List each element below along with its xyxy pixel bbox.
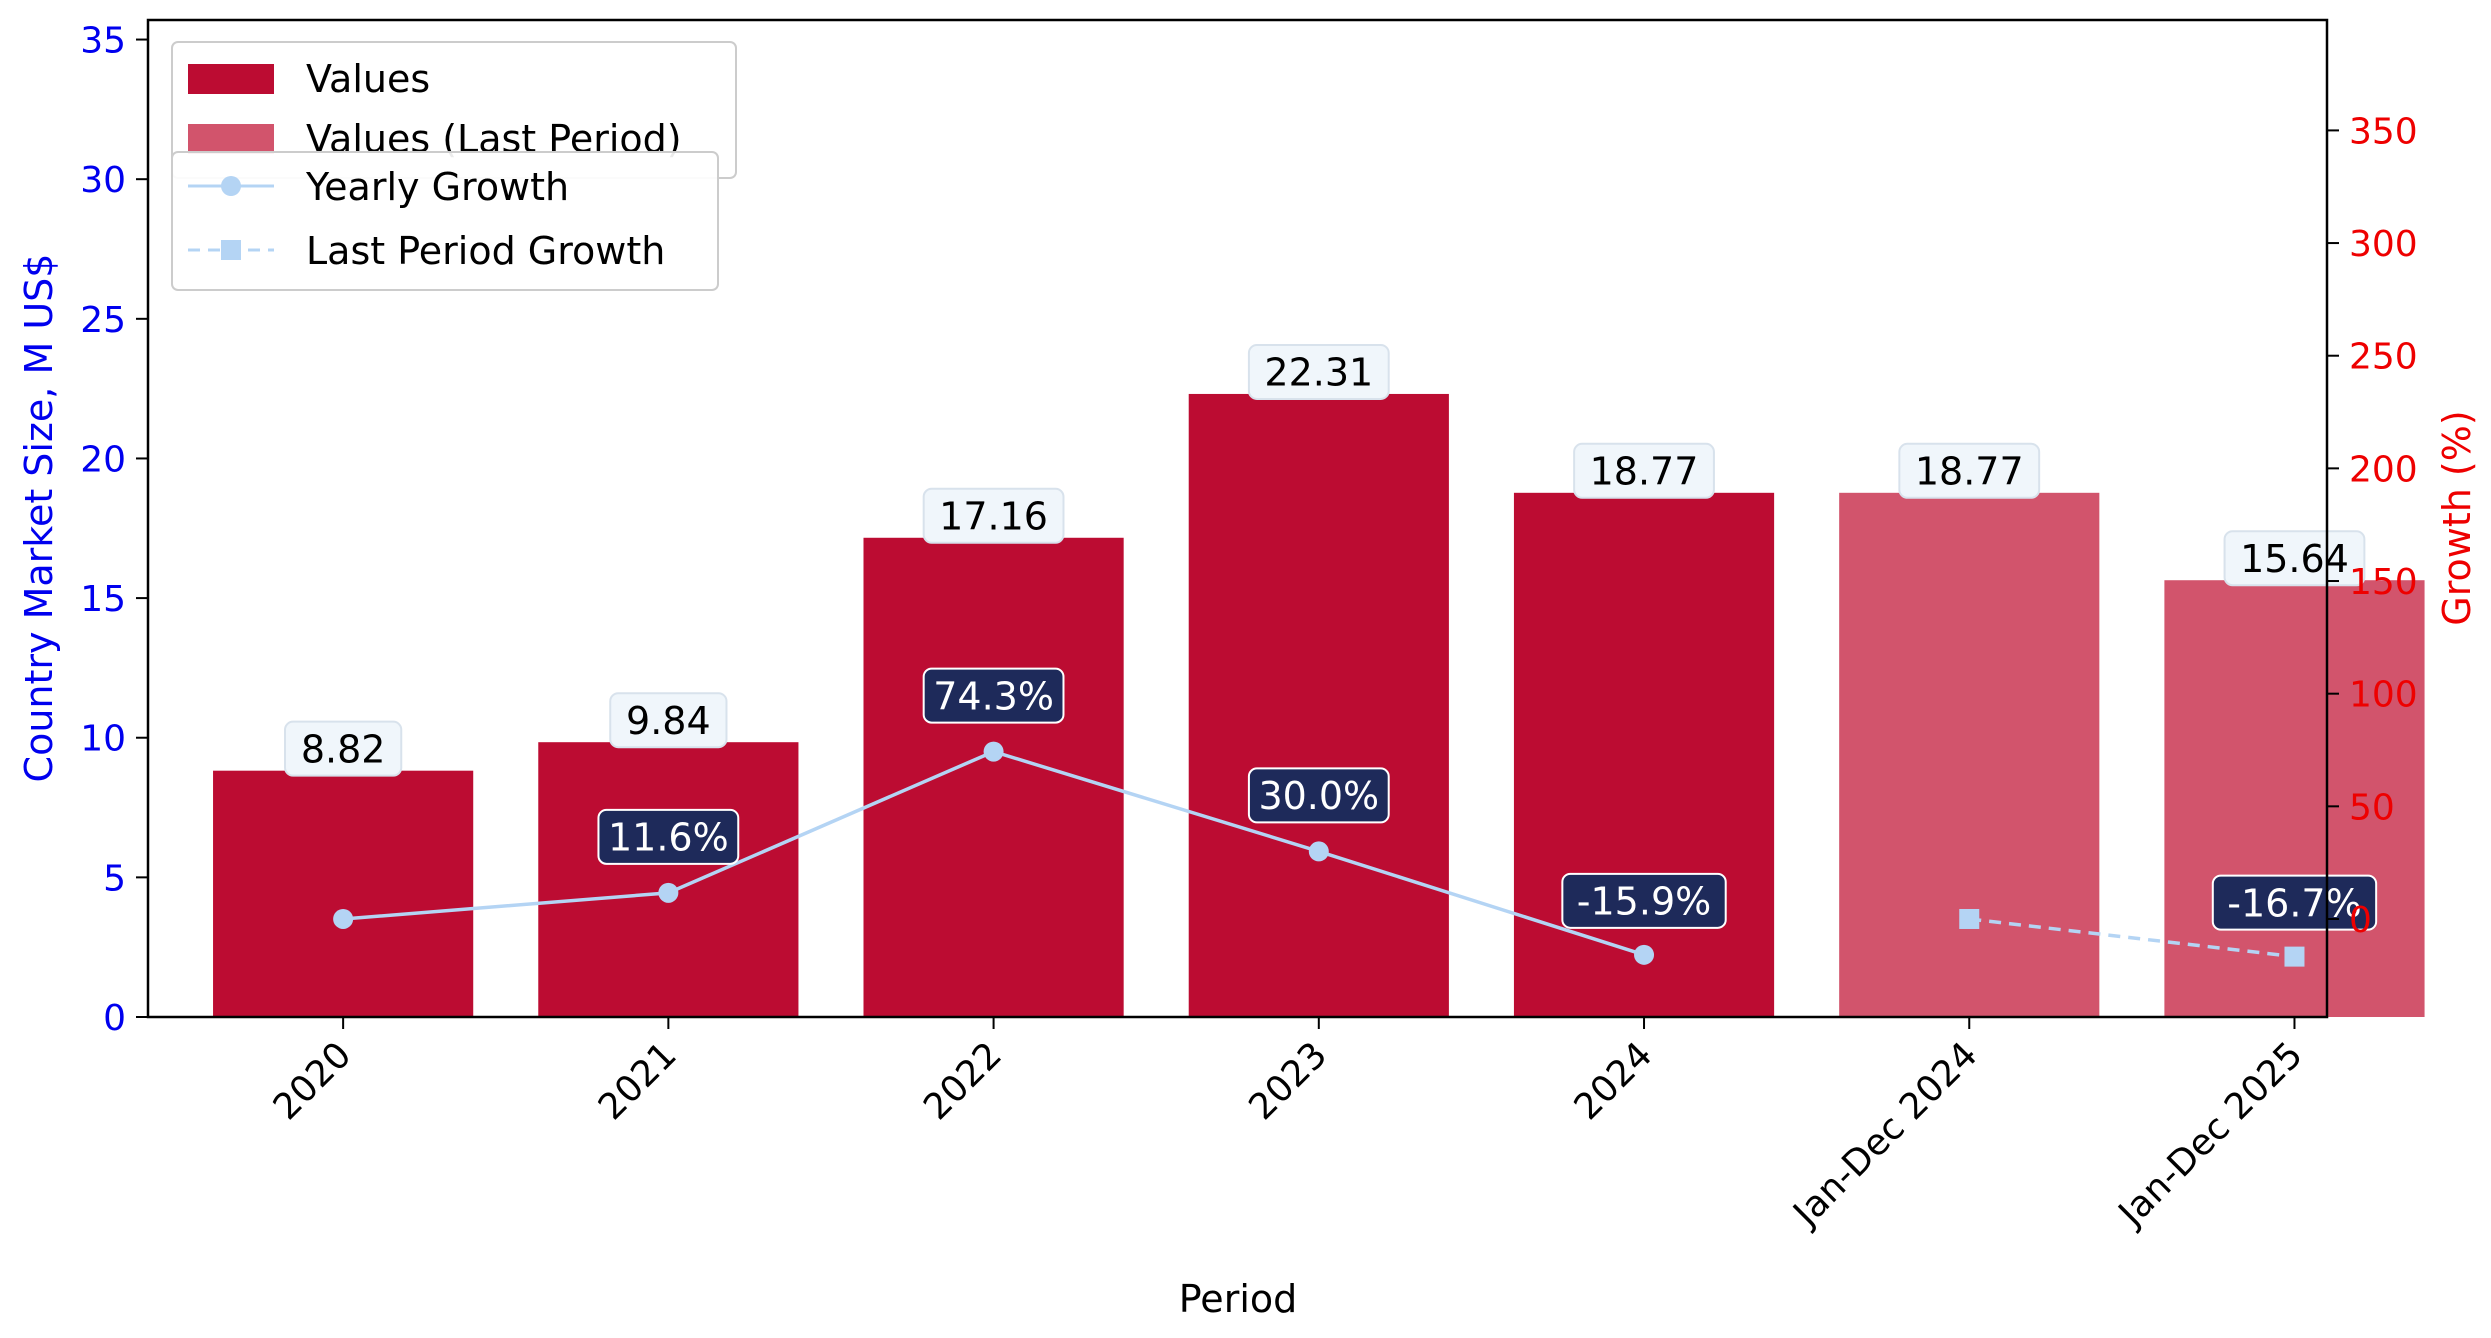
y-tick-label-right-50: 50 [2349,787,2395,828]
growth-label-yearly-growth-2021-box [597,808,740,865]
value-label-jan-dec-2024-text: 18.77 [1915,449,2024,493]
bar-2023 [1188,393,1449,1017]
growth-label-yearly-growth-2024-text: -15.9% [1577,879,1711,923]
value-label-jan-dec-2024: 18.77 [1898,442,2041,499]
value-label-2021-text: 9.84 [626,699,711,743]
value-label-jan-dec-2025: 15.64 [2223,530,2366,587]
bar-2024 [1513,492,1775,1017]
growth-label-yearly-growth-2021: 11.6% [597,808,740,865]
y-tick-label-right-150: 150 [2349,562,2418,603]
x-tick-label-2024: 2024 [1567,1034,1661,1128]
bar-2020 [213,770,474,1017]
y-tick-label-right-100: 100 [2349,675,2418,716]
growth-label-last-period-growth-jan-dec-2025-text: -16.7% [2227,881,2361,925]
value-label-2023: 22.31 [1247,343,1390,400]
growth-label-yearly-growth-2024-box [1561,872,1727,929]
growth-label-yearly-growth-2023-box [1247,767,1390,824]
x-tick-label-jan-dec-2025: Jan-Dec 2025 [2110,1034,2311,1235]
legend-label-yearly-growth: Yearly Growth [305,165,569,209]
y-tick-label-left-5: 5 [103,858,126,899]
y-tick-label-left-15: 15 [80,579,126,620]
growth-label-yearly-growth-2022-box [922,667,1065,724]
point-yearly-growth-2023 [1308,841,1329,862]
value-label-2022: 17.16 [922,487,1065,544]
y-tick-label-left-35: 35 [80,21,126,62]
plot-frame [146,18,2329,1019]
x-tick-label-jan-dec-2024: Jan-Dec 2024 [1785,1034,1986,1235]
value-label-2023-box [1247,343,1390,400]
y-axis-right: 0 50 100 150 200 250 300 350 [2327,111,2418,941]
y-tick-label-left-30: 30 [80,160,126,201]
legend-swatch-values-last-period [188,124,274,154]
legend-lines: Yearly Growth Last Period Growth [171,151,719,291]
growth-label-last-period-growth-jan-dec-2025-box [2211,874,2378,931]
x-tick-label-2021: 2021 [591,1034,685,1128]
bar-jan-dec-2025 [2164,580,2425,1017]
x-tick-label-2022: 2022 [916,1034,1010,1128]
growth-label-yearly-growth-2021-text: 11.6% [608,816,729,860]
growth-label-yearly-growth-2022-text: 74.3% [933,674,1054,718]
point-yearly-growth-2020 [333,908,354,929]
point-yearly-growth-2022 [983,741,1004,762]
growth-label-yearly-growth-2024: -15.9% [1561,872,1727,929]
labels-layer: 8.82 9.84 17.16 22.31 18.77 18.77 15.64 11.6% 74… [284,343,2378,931]
growth-label-yearly-growth-2023: 30.0% [1247,767,1390,824]
point-yearly-growth-2024 [1634,944,1655,965]
value-label-jan-dec-2025-text: 15.64 [2240,537,2349,581]
value-label-2022-box [922,487,1065,544]
y-axis-title-left: Country Market Size, M US$ [17,254,61,783]
bar-2021 [538,742,799,1017]
x-axis: 2020 2021 2022 2023 2024 Jan-Dec 2024 Jan-Dec … [266,1017,2311,1235]
y-tick-label-left-0: 0 [103,998,126,1039]
legend-lines-frame [171,151,719,291]
value-label-2023-text: 22.31 [1264,351,1373,395]
point-last-period-growth-jan-dec-2025 [2284,946,2305,967]
y-tick-label-left-20: 20 [80,439,126,480]
lines-layer [333,741,2305,967]
x-axis-title: Period [1179,1277,1298,1321]
bars-layer [213,393,2425,1017]
bar-2022 [863,537,1124,1017]
legend-swatch-values [188,64,274,94]
value-label-2021: 9.84 [609,692,728,749]
value-label-2024-text: 18.77 [1590,449,1699,493]
growth-label-yearly-growth-2023-text: 30.0% [1258,774,1379,818]
y-axis-title-right: Growth (%) [2435,410,2479,625]
legend-marker-last-period-growth [221,240,241,260]
legend-marker-yearly-growth [221,176,241,196]
point-last-period-growth-jan-dec-2024 [1959,908,1980,929]
value-label-jan-dec-2025-box [2223,530,2366,587]
y-tick-label-right-350: 350 [2349,111,2418,152]
legend-label-last-period-growth: Last Period Growth [306,229,665,273]
point-yearly-growth-2021 [658,882,679,903]
y-axis-left: 0 5 10 15 20 25 30 35 [80,21,148,1039]
growth-label-yearly-growth-2022: 74.3% [922,667,1065,724]
value-label-2020: 8.82 [284,720,403,777]
line-last-period-growth [1969,917,2295,959]
y-tick-label-right-200: 200 [2349,449,2418,490]
legend-label-values: Values [306,57,430,101]
value-label-2024-box [1573,442,1715,499]
value-label-jan-dec-2024-box [1898,442,2041,499]
y-tick-label-right-0: 0 [2349,900,2372,941]
y-tick-label-right-250: 250 [2349,337,2418,378]
growth-label-last-period-growth-jan-dec-2025: -16.7% [2211,874,2378,931]
y-tick-label-right-300: 300 [2349,224,2418,265]
value-label-2020-text: 8.82 [301,727,386,771]
x-tick-label-2020: 2020 [266,1034,360,1128]
value-label-2020-box [284,720,403,777]
value-label-2021-box [609,692,728,749]
value-label-2024: 18.77 [1573,442,1715,499]
x-tick-label-2023: 2023 [1241,1034,1335,1128]
y-tick-label-left-10: 10 [80,719,126,760]
y-tick-label-left-25: 25 [80,300,126,341]
value-label-2022-text: 17.16 [939,494,1048,538]
bar-jan-dec-2024 [1839,492,2100,1017]
